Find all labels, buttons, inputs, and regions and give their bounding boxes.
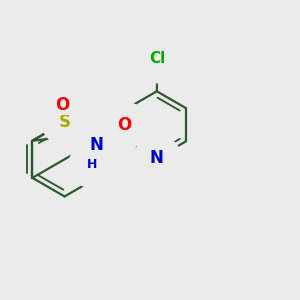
Text: H: H (87, 158, 97, 171)
Text: S: S (58, 113, 70, 131)
Text: O: O (55, 96, 69, 114)
Text: O: O (117, 116, 131, 134)
Text: N: N (89, 136, 103, 154)
Text: Cl: Cl (149, 51, 166, 66)
Text: N: N (150, 149, 164, 167)
